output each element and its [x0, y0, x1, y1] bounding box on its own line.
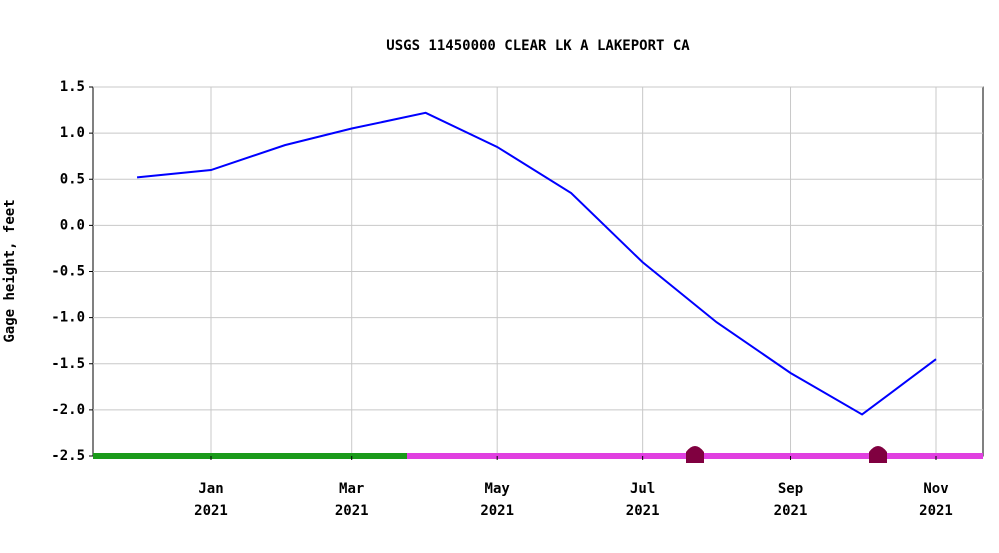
y-tick-label: -1.5: [51, 356, 85, 372]
y-tick-label: 1.5: [60, 79, 85, 95]
y-tick-label: -2.0: [51, 402, 85, 418]
chart-title: USGS 11450000 CLEAR LK A LAKEPORT CA: [386, 38, 690, 54]
flag-marker: [686, 446, 704, 463]
x-tick-label: Jan 2021: [194, 481, 228, 519]
y-tick-label: 1.0: [60, 125, 85, 141]
x-tick-label: Jul 2021: [625, 481, 660, 519]
y-tick-label: -0.5: [51, 264, 85, 280]
data-line: [136, 111, 937, 416]
y-axis-label: Gage height, feet: [2, 199, 18, 342]
x-tick-label: May 2021: [480, 481, 515, 519]
flag-marker: [869, 446, 887, 463]
x-tick-label: Nov 2021: [919, 481, 953, 519]
x-tick-label: Mar 2021: [334, 481, 369, 519]
y-tick-label: 0.0: [60, 217, 85, 233]
y-tick-label: 0.5: [60, 171, 85, 187]
y-tick-label: -2.5: [51, 448, 85, 464]
x-tick-label: Sep 2021: [773, 481, 808, 519]
y-tick-label: -1.0: [51, 310, 85, 326]
approved-band: [93, 453, 407, 459]
